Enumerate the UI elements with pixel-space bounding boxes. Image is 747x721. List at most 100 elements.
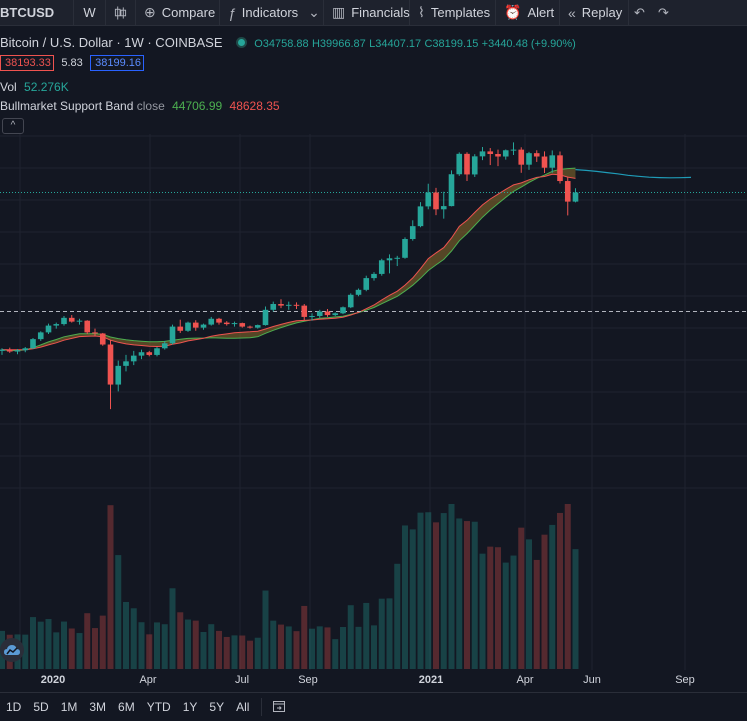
- templates-icon: ⌇: [418, 4, 425, 20]
- candle-body: [487, 151, 494, 155]
- volume-bar: [495, 547, 501, 669]
- redo-icon: ↷: [658, 4, 669, 20]
- cloud-logo-icon: [4, 645, 20, 655]
- candle-body: [378, 260, 385, 274]
- candle-body: [332, 313, 339, 316]
- volume-bar: [22, 634, 29, 669]
- volume-bar: [417, 512, 424, 669]
- volume-bar: [37, 621, 44, 669]
- time-tick-label: Jul: [234, 674, 250, 686]
- candle-body: [22, 348, 29, 351]
- replay-icon: «: [568, 4, 576, 21]
- volume-bar: [138, 622, 145, 669]
- volume-bar: [572, 549, 579, 669]
- volume-bar: [285, 626, 292, 669]
- alert-button[interactable]: ⏰ Alert: [496, 0, 560, 25]
- candle-body: [502, 150, 509, 157]
- range-button-ytd[interactable]: YTD: [146, 700, 171, 714]
- tradingview-logo[interactable]: [0, 638, 24, 662]
- calendar-goto-icon: [273, 700, 286, 712]
- price-chart[interactable]: [0, 134, 747, 670]
- volume-bar: [487, 546, 494, 669]
- candle-body: [30, 339, 36, 349]
- support-band-fill: [2, 168, 576, 351]
- candle-body: [309, 315, 315, 317]
- range-button-6m[interactable]: 6M: [118, 700, 135, 714]
- volume-bar: [324, 627, 331, 669]
- range-button-5y[interactable]: 5Y: [209, 700, 225, 714]
- volume-bar: [471, 521, 478, 669]
- symbol-label: BTCUSD: [0, 5, 55, 20]
- candle-body: [433, 192, 439, 210]
- candle-body: [92, 332, 98, 334]
- chart-type-button[interactable]: [106, 0, 136, 25]
- buy-price-button[interactable]: 38199.16: [90, 55, 145, 71]
- volume-legend[interactable]: Vol 52.276K: [0, 80, 69, 94]
- volume-bar: [502, 562, 509, 669]
- volume-bar: [402, 525, 408, 669]
- volume-bar: [549, 524, 556, 669]
- range-button-all[interactable]: All: [236, 700, 250, 714]
- collapse-legend-button[interactable]: ^: [2, 118, 24, 134]
- goto-date-button[interactable]: [268, 699, 290, 716]
- chevron-up-icon: ^: [10, 120, 16, 131]
- indicators-button[interactable]: ƒ Indicators ⌄: [220, 0, 324, 25]
- candle-body: [138, 352, 145, 356]
- volume-bar: [123, 601, 129, 669]
- candle-body: [185, 322, 191, 331]
- volume-bar: [316, 626, 323, 669]
- volume-bar: [386, 598, 393, 669]
- undo-button[interactable]: ↶: [629, 0, 653, 25]
- symbol-search[interactable]: BTCUSD: [0, 0, 74, 25]
- symbol-title[interactable]: Bitcoin / U.S. Dollar · 1W · COINBASE: [0, 35, 223, 50]
- candle-body: [409, 226, 416, 240]
- replay-button[interactable]: « Replay: [560, 0, 629, 25]
- volume-bar: [332, 639, 339, 669]
- volume-bar: [130, 608, 137, 669]
- volume-bar: [192, 620, 199, 669]
- time-axis[interactable]: 2020 Apr Jul Sep 2021 Apr Jun Sep: [0, 670, 747, 692]
- time-tick-label: Apr: [516, 674, 534, 686]
- volume-bar: [169, 588, 176, 669]
- financials-label: Financials: [351, 5, 410, 20]
- volume-bar: [107, 505, 114, 669]
- range-button-3m[interactable]: 3M: [89, 700, 107, 714]
- range-button-1m[interactable]: 1M: [60, 700, 78, 714]
- candle-body: [223, 322, 230, 325]
- support-band-ema-line: [1, 173, 576, 351]
- volume-bar: [371, 625, 377, 669]
- volume-bar: [464, 521, 470, 669]
- range-button-1y[interactable]: 1Y: [182, 700, 198, 714]
- templates-button[interactable]: ⌇ Templates: [410, 0, 496, 25]
- indicator-value-sma: 44706.99: [172, 99, 223, 113]
- fx-icon: ƒ: [228, 4, 236, 21]
- high-value: H39966.87: [311, 38, 366, 50]
- financials-button[interactable]: ▥ Financials: [324, 0, 410, 25]
- range-button-1d[interactable]: 1D: [6, 700, 22, 714]
- candle-body: [6, 349, 13, 352]
- volume-bar: [216, 630, 222, 669]
- candle-body: [471, 156, 478, 175]
- candle-body: [510, 149, 517, 151]
- candle-body: [53, 324, 60, 326]
- candles-icon: [114, 6, 127, 19]
- compare-button[interactable]: ⊕ Compare: [136, 0, 220, 25]
- interval-button[interactable]: W: [74, 0, 106, 25]
- volume-bar: [45, 619, 52, 669]
- volume-bar: [293, 631, 300, 669]
- alarm-clock-icon: ⏰: [504, 4, 522, 20]
- candle-body: [61, 317, 67, 325]
- indicator-legend[interactable]: Bullmarket Support Band close 44706.99 4…: [0, 99, 280, 113]
- range-button-5d[interactable]: 5D: [33, 700, 49, 714]
- redo-button[interactable]: ↷: [653, 0, 677, 25]
- candle-body: [464, 153, 470, 175]
- volume-bar: [231, 635, 238, 669]
- volume-label: Vol: [0, 80, 17, 94]
- volume-bar: [347, 605, 354, 669]
- time-tick-label: Sep: [298, 674, 318, 686]
- open-value: O34758.88: [254, 38, 309, 50]
- candle-body: [123, 361, 129, 366]
- candle-body: [495, 154, 501, 157]
- sell-price-button[interactable]: 38193.33: [0, 55, 54, 71]
- candle-body: [425, 192, 432, 207]
